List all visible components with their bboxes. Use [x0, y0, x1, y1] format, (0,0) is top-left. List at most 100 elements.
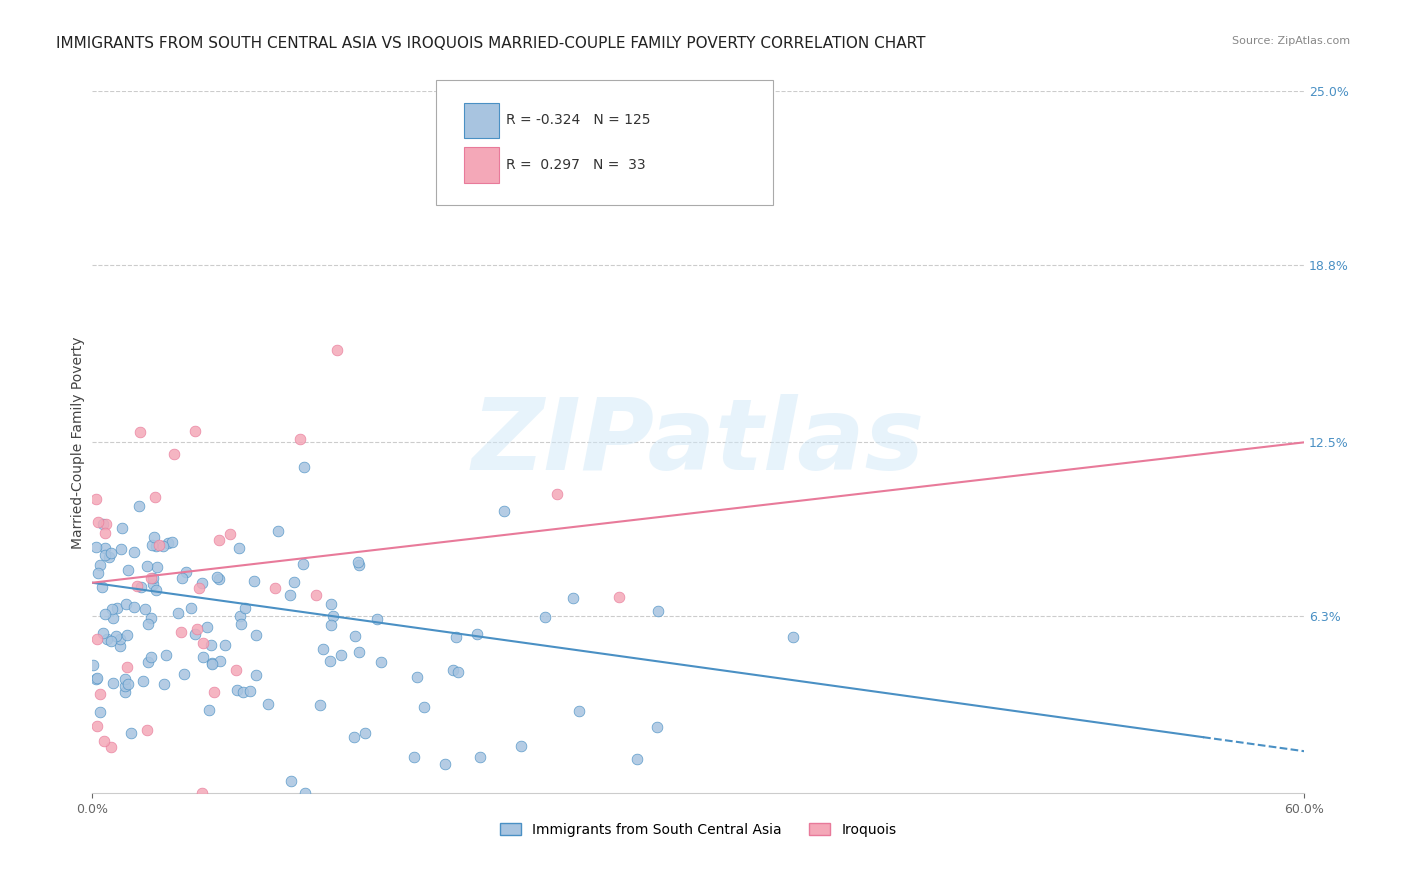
Point [465, 627, 488, 641]
Point [546, 487, 568, 501]
Point [139, 571, 162, 585]
Point [191, 786, 214, 800]
Point [93, 734, 115, 748]
Point [97, 549, 120, 564]
Point [188, 582, 211, 596]
Point [219, 526, 242, 541]
Point [114, 684, 136, 698]
Point [245, 668, 267, 682]
Point [117, 627, 139, 641]
Point [166, 607, 188, 621]
Legend: Immigrants from South Central Asia, Iroquois: Immigrants from South Central Asia, Iroq… [495, 817, 901, 843]
Point [288, 432, 311, 446]
Point [195, 620, 218, 634]
Point [84, 492, 107, 507]
Text: R = -0.324   N = 125: R = -0.324 N = 125 [506, 113, 651, 128]
Point [153, 677, 176, 691]
Point [89, 687, 111, 701]
Point [198, 703, 221, 717]
Text: R =  0.297   N =  33: R = 0.297 N = 33 [506, 158, 645, 172]
Point [343, 730, 366, 744]
Point [184, 424, 207, 438]
Point [226, 682, 249, 697]
Point [122, 599, 145, 614]
Point [93, 548, 115, 562]
Point [152, 539, 174, 553]
Point [239, 684, 262, 698]
Point [120, 725, 142, 739]
Point [308, 698, 330, 712]
Point [626, 752, 648, 766]
Point [347, 555, 370, 569]
Point [447, 665, 470, 680]
Point [87, 566, 110, 581]
Y-axis label: Married-Couple Family Poverty: Married-Couple Family Poverty [72, 336, 86, 549]
Point [233, 600, 256, 615]
Point [534, 610, 557, 624]
Point [228, 541, 250, 555]
Point [322, 609, 344, 624]
Point [214, 639, 236, 653]
Point [370, 655, 392, 669]
Point [191, 636, 214, 650]
Point [172, 571, 194, 585]
Point [145, 539, 167, 553]
Point [202, 684, 225, 698]
Point [86, 515, 108, 529]
Point [86, 671, 108, 685]
Point [101, 602, 124, 616]
Point [114, 673, 136, 687]
Point [105, 629, 128, 643]
Point [444, 631, 467, 645]
Point [108, 632, 131, 646]
Point [207, 533, 229, 547]
Point [142, 571, 165, 585]
Point [245, 628, 267, 642]
Point [329, 648, 352, 662]
Point [141, 537, 163, 551]
Point [94, 607, 117, 621]
Point [292, 558, 315, 572]
Point [148, 538, 170, 552]
Point [141, 576, 163, 591]
Point [568, 704, 591, 718]
Point [283, 575, 305, 590]
Point [145, 582, 167, 597]
Text: Source: ZipAtlas.com: Source: ZipAtlas.com [1232, 36, 1350, 45]
Point [510, 739, 533, 754]
Point [117, 563, 139, 577]
Text: IMMIGRANTS FROM SOUTH CENTRAL ASIA VS IROQUOIS MARRIED-COUPLE FAMILY POVERTY COR: IMMIGRANTS FROM SOUTH CENTRAL ASIA VS IR… [56, 36, 925, 51]
Point [344, 629, 367, 643]
Text: ZIPatlas: ZIPatlas [471, 394, 925, 491]
Point [232, 685, 254, 699]
Point [433, 757, 456, 772]
Point [607, 590, 630, 604]
Point [280, 588, 302, 602]
Point [782, 630, 804, 644]
Point [91, 626, 114, 640]
Point [264, 581, 287, 595]
Point [129, 425, 152, 439]
Point [128, 499, 150, 513]
Point [406, 670, 429, 684]
Point [160, 534, 183, 549]
Point [173, 666, 195, 681]
Point [86, 632, 108, 647]
Point [111, 521, 134, 535]
Point [136, 723, 159, 737]
Point [174, 565, 197, 579]
Point [207, 570, 229, 584]
Point [94, 517, 117, 532]
Point [129, 581, 152, 595]
Point [402, 749, 425, 764]
Point [208, 654, 231, 668]
Point [321, 597, 343, 611]
Point [191, 650, 214, 665]
Point [186, 622, 208, 636]
Point [110, 542, 132, 557]
Point [114, 680, 136, 694]
Point [441, 663, 464, 677]
Point [105, 600, 128, 615]
Point [139, 611, 162, 625]
Point [200, 638, 222, 652]
